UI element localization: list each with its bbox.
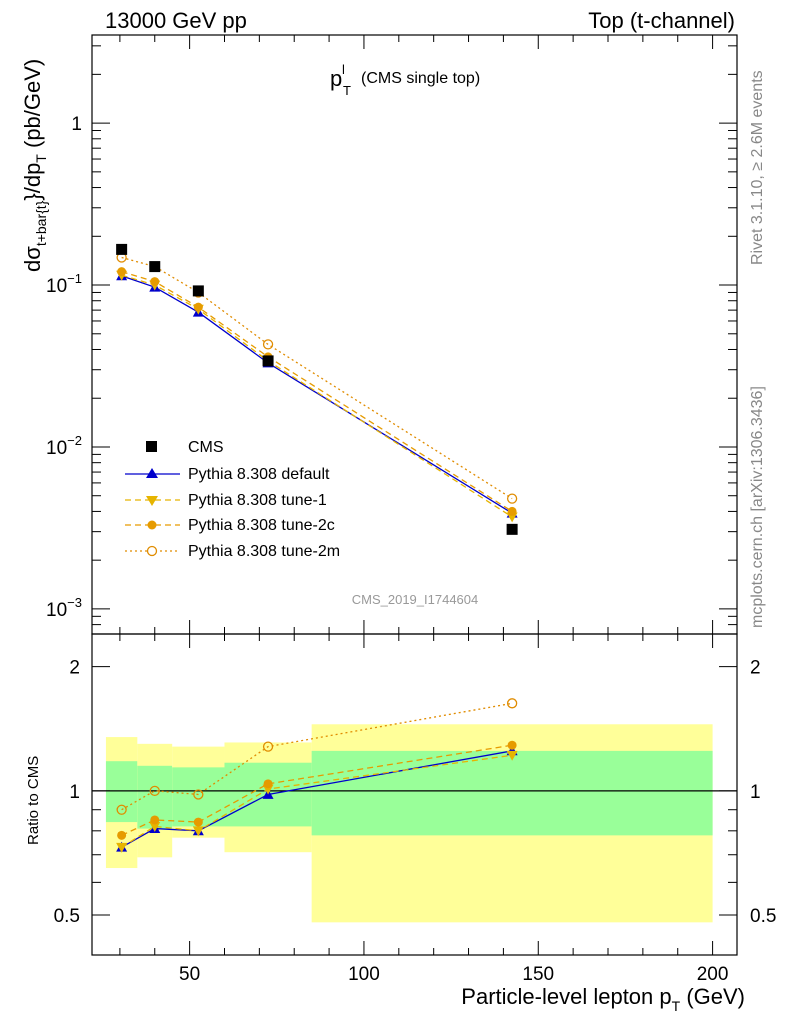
plot-title-sup: l: [342, 62, 345, 77]
point-ratio-tune1-2: [192, 826, 204, 837]
x-tick-label-200: 200: [697, 964, 729, 985]
mcplots-label: mcplots.cern.ch [arXiv:1306.3436]: [749, 386, 766, 628]
x-tick-label-150: 150: [522, 964, 554, 985]
y-tick-label-ratio-right-0.5: 0.5: [750, 906, 776, 927]
y-tick-label-ratio-left-1: 1: [69, 782, 80, 803]
plot-title-main: p: [330, 66, 342, 91]
point-cms-4: [506, 523, 518, 535]
ratio-band-inner-2: [172, 767, 225, 827]
legend-label-tune2c: Pythia 8.308 tune-2c: [188, 517, 335, 534]
point-ratio-tune2c-4: [507, 740, 517, 750]
point-main-tune2c-4: [507, 506, 517, 516]
point-ratio-tune2c-2: [193, 817, 203, 827]
point-ratio-tune1-1: [149, 821, 161, 832]
legend-tune1: Pythia 8.308 tune-1: [125, 492, 327, 509]
point-main-tune2c-0: [117, 267, 127, 277]
y-tick-label-main-2: 10−1: [46, 271, 82, 297]
y-tick-label-ratio-left-0.5: 0.5: [54, 906, 80, 927]
point-cms-1: [149, 261, 161, 273]
point-ratio-tune2m-2: [193, 789, 204, 800]
analysis-id: CMS_2019_I1744604: [352, 592, 479, 607]
plot-title: p l T (CMS single top): [330, 62, 480, 98]
series-tune2c: [117, 267, 517, 840]
point-ratio-tune2c-1: [150, 815, 160, 825]
plot-title-sub: T: [343, 83, 351, 98]
y-axis-label-main: dσt+bar{t}}/dpT (pb/GeV): [20, 59, 49, 272]
header-left: 13000 GeV pp: [105, 8, 247, 33]
y-tick-label-main-1: 10−2: [46, 433, 82, 459]
point-ratio-tune2m-3: [262, 741, 274, 752]
rivet-label: Rivet 3.1.10, ≥ 2.6M events: [749, 70, 766, 265]
ratio-band-inner-0: [105, 761, 138, 823]
legend-tune2m: Pythia 8.308 tune-2m: [125, 543, 340, 560]
y-axis-label-ratio: Ratio to CMS: [25, 756, 42, 845]
plot-title-suffix: (CMS single top): [361, 70, 480, 87]
point-ratio-tune2m-0: [116, 804, 127, 815]
legend-marker-default: [146, 468, 158, 478]
legend-label-tune2m: Pythia 8.308 tune-2m: [188, 543, 340, 560]
series-line-main-tune2m: [121, 256, 513, 500]
y-tick-label-ratio-right-1: 1: [750, 782, 761, 803]
point-cms-3: [262, 355, 274, 367]
svg-text:Particle-level lepton pT (GeV): Particle-level lepton pT (GeV): [461, 984, 745, 1014]
legend-label-cms: CMS: [188, 439, 224, 456]
legend-marker-tune2m: [146, 545, 158, 557]
header-right: Top (t-channel): [588, 8, 735, 33]
point-ratio-tune2c-3: [263, 779, 273, 789]
legend-marker-tune1: [146, 496, 158, 506]
series-line-ratio-tune2m: [121, 702, 513, 811]
point-ratio-tune1-0: [116, 842, 128, 853]
legend-tune2c: Pythia 8.308 tune-2c: [125, 517, 335, 534]
point-cms-0: [116, 243, 128, 255]
legend-default: Pythia 8.308 default: [125, 466, 330, 483]
point-main-tune2m-4: [506, 493, 518, 504]
legend-label-tune1: Pythia 8.308 tune-1: [188, 492, 327, 509]
legend-marker-tune2c: [147, 520, 157, 530]
legend-label-default: Pythia 8.308 default: [188, 466, 330, 483]
legend: CMS Pythia 8.308 default Pythia 8.308 tu…: [125, 439, 340, 560]
x-tick-label-50: 50: [179, 964, 200, 985]
x-axis-label: Particle-level lepton pT (GeV): [461, 984, 745, 1014]
y-tick-label-main-0: 10−3: [46, 595, 82, 621]
point-main-tune2c-1: [150, 277, 160, 287]
legend-marker-cms: [146, 441, 157, 452]
y-tick-label-ratio-left-2: 2: [69, 658, 80, 679]
ratio-plot-frame: [91, 633, 738, 956]
point-main-tune2m-3: [262, 339, 274, 350]
point-main-tune2c-2: [193, 302, 203, 312]
y-tick-label-main-3: 1: [71, 114, 82, 135]
svg-text:dσt+bar{t}}/dpT (pb/GeV): dσt+bar{t}}/dpT (pb/GeV): [20, 59, 49, 272]
point-ratio-tune2m-4: [506, 698, 518, 709]
point-ratio-tune2c-0: [117, 830, 127, 840]
point-ratio-tune1-4: [506, 750, 518, 761]
x-tick-label-100: 100: [348, 964, 380, 985]
ratio-band-inner-4: [311, 750, 713, 836]
legend-cms: CMS: [146, 439, 224, 456]
point-ratio-tune2m-1: [149, 785, 160, 796]
point-cms-2: [192, 285, 204, 297]
y-tick-label-ratio-right-2: 2: [750, 658, 761, 679]
